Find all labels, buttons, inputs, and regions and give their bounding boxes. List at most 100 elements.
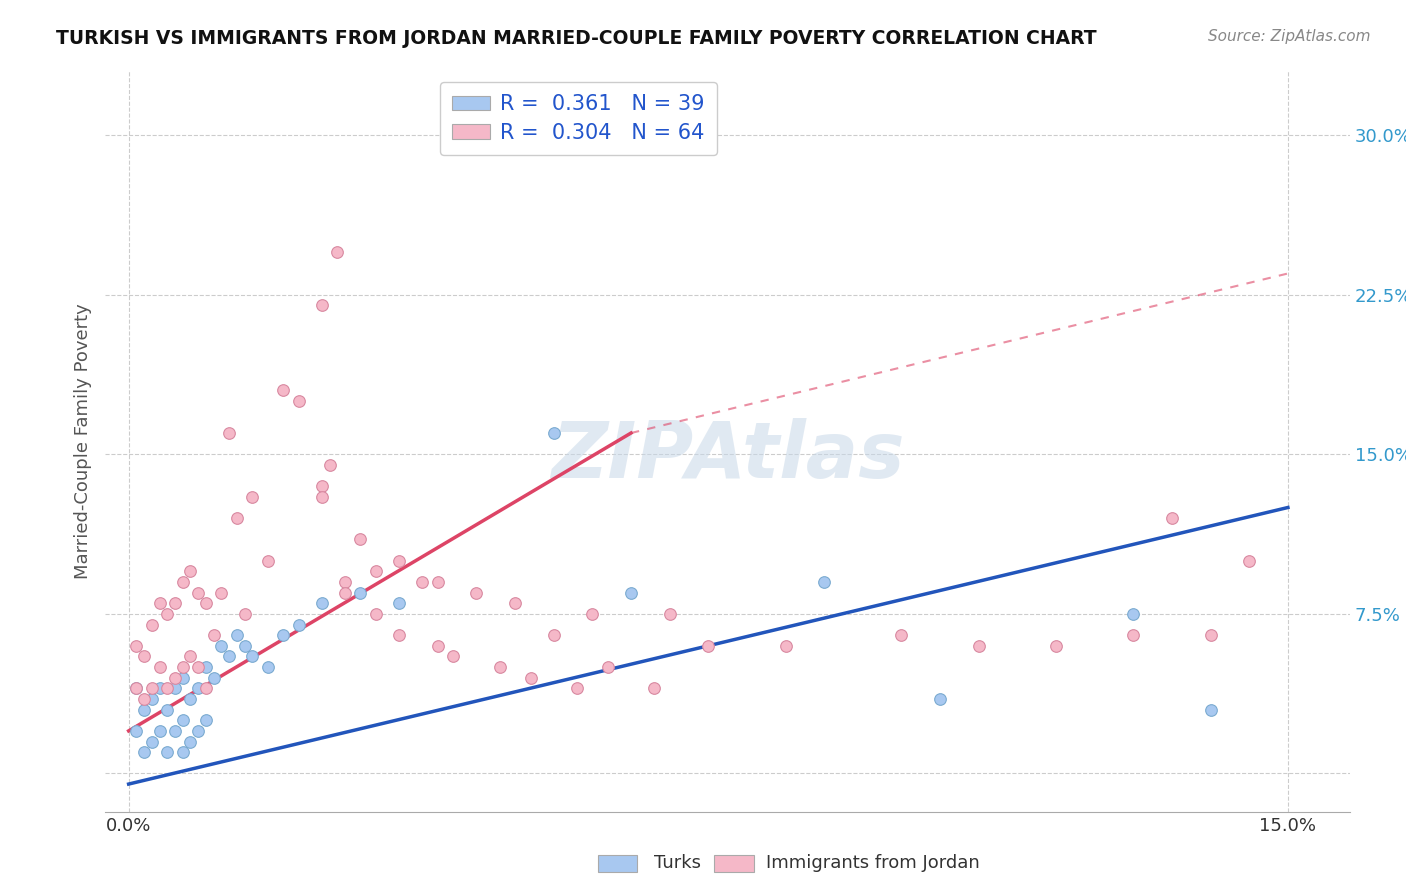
Point xyxy=(132,703,155,717)
Point xyxy=(132,745,155,759)
Point xyxy=(256,554,278,568)
Text: TURKISH VS IMMIGRANTS FROM JORDAN MARRIED-COUPLE FAMILY POVERTY CORRELATION CHAR: TURKISH VS IMMIGRANTS FROM JORDAN MARRIE… xyxy=(56,29,1097,47)
Point xyxy=(163,671,186,685)
Point xyxy=(643,681,665,696)
Point xyxy=(125,723,148,738)
Point xyxy=(240,490,263,504)
Point xyxy=(179,734,201,748)
Point xyxy=(349,533,371,547)
Point xyxy=(156,681,179,696)
Point xyxy=(364,564,387,578)
Point xyxy=(209,639,232,653)
Point xyxy=(156,703,179,717)
Point xyxy=(364,607,387,621)
Point xyxy=(240,649,263,664)
Point xyxy=(311,490,333,504)
Point xyxy=(256,660,278,674)
Text: ZIPAtlas: ZIPAtlas xyxy=(551,418,904,494)
Point xyxy=(163,723,186,738)
Point xyxy=(287,394,309,409)
Point xyxy=(411,574,433,589)
Point xyxy=(202,671,225,685)
Point xyxy=(172,660,194,674)
Point xyxy=(148,723,170,738)
Point xyxy=(658,607,681,621)
Point xyxy=(125,639,148,653)
Point xyxy=(225,628,247,642)
Point xyxy=(1161,511,1184,525)
Point xyxy=(697,639,720,653)
Point xyxy=(967,639,990,653)
Point xyxy=(388,596,411,610)
Point xyxy=(141,681,163,696)
Point xyxy=(1199,628,1222,642)
Point xyxy=(194,660,217,674)
Point xyxy=(426,574,449,589)
Text: Source: ZipAtlas.com: Source: ZipAtlas.com xyxy=(1208,29,1371,44)
Point xyxy=(225,511,247,525)
Point xyxy=(125,681,148,696)
Point xyxy=(148,681,170,696)
Point xyxy=(172,574,194,589)
Point xyxy=(141,734,163,748)
Point xyxy=(179,564,201,578)
Point xyxy=(141,617,163,632)
Point xyxy=(333,585,356,599)
Point xyxy=(172,745,194,759)
Point xyxy=(465,585,488,599)
Point xyxy=(194,713,217,727)
Point xyxy=(218,649,240,664)
Point xyxy=(163,681,186,696)
Point xyxy=(1199,703,1222,717)
Y-axis label: Married-Couple Family Poverty: Married-Couple Family Poverty xyxy=(73,303,91,580)
Point xyxy=(125,681,148,696)
Point xyxy=(349,585,371,599)
Point xyxy=(1122,607,1144,621)
Point xyxy=(388,628,411,642)
Point xyxy=(271,628,294,642)
Point xyxy=(326,245,349,260)
Point xyxy=(311,479,333,493)
Point xyxy=(581,607,603,621)
Point xyxy=(441,649,464,664)
Point xyxy=(620,585,643,599)
Point xyxy=(1239,554,1261,568)
Point xyxy=(172,713,194,727)
Point xyxy=(172,671,194,685)
Point xyxy=(233,639,256,653)
Point xyxy=(194,681,217,696)
Point xyxy=(929,692,952,706)
Point xyxy=(187,681,209,696)
Point xyxy=(233,607,256,621)
Point xyxy=(163,596,186,610)
Point xyxy=(209,585,232,599)
Point xyxy=(218,425,240,440)
Point xyxy=(388,554,411,568)
Text: Immigrants from Jordan: Immigrants from Jordan xyxy=(766,855,980,872)
Point xyxy=(890,628,912,642)
Point xyxy=(1122,628,1144,642)
Point xyxy=(333,574,356,589)
Point xyxy=(596,660,619,674)
Point xyxy=(287,617,309,632)
Point xyxy=(132,692,155,706)
Point xyxy=(148,596,170,610)
Point xyxy=(179,692,201,706)
Point xyxy=(141,692,163,706)
Point xyxy=(488,660,510,674)
Point xyxy=(311,596,333,610)
Point xyxy=(156,745,179,759)
Point xyxy=(202,628,225,642)
Point xyxy=(813,574,835,589)
Point xyxy=(271,384,294,398)
Point xyxy=(543,425,565,440)
Point xyxy=(187,585,209,599)
Point xyxy=(318,458,340,472)
Point xyxy=(132,649,155,664)
Point xyxy=(311,298,333,312)
Point xyxy=(775,639,797,653)
Text: Turks: Turks xyxy=(654,855,700,872)
Point xyxy=(1045,639,1067,653)
Point xyxy=(194,596,217,610)
Point xyxy=(503,596,526,610)
